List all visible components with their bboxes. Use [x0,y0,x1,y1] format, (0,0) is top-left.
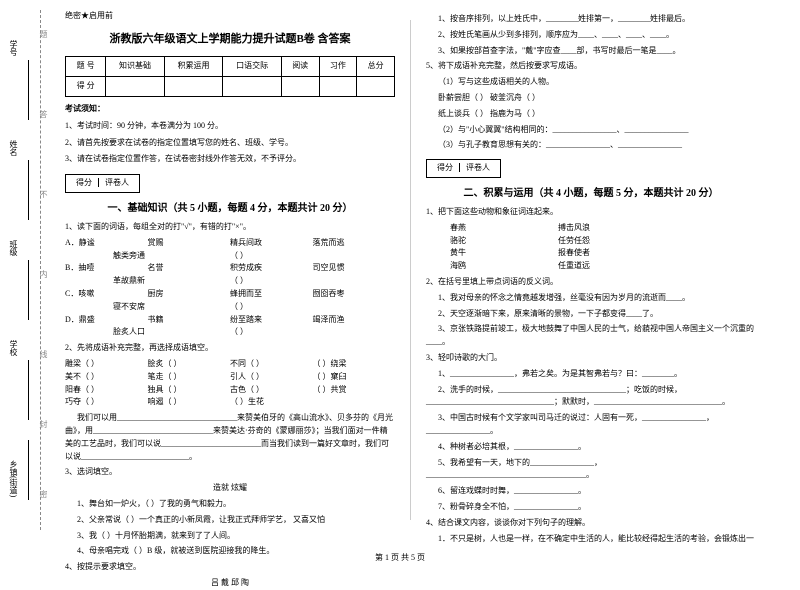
dash-label: 不 [38,190,49,198]
q22-stem: 2、在括号里填上带点词语的反义词。 [426,276,756,289]
dash-label: 线 [38,350,49,358]
q24-stem: 4、结合课文内容，谈谈你对下列句子的理解。 [426,517,756,530]
exam-title: 浙教版六年级语文上学期能力提升试题B卷 含答案 [65,31,395,49]
q3-stem: 3、选词填空。 [65,466,395,479]
secret-label: 绝密★启用前 [65,10,395,23]
margin-label: 学校 [8,340,19,356]
dash-label: 内 [38,270,49,278]
q23-stem: 3、轻叩诗歌的大门。 [426,352,756,365]
q1-stem: 1、读下面的词语，每组全对的打"√"，有错的打"×"。 [65,221,395,234]
q2-stem: 2、先将成语补充完整，再选择成语填空。 [65,342,395,355]
notice-item: 2、请首先按要求在试卷的指定位置填写您的姓名、班级、学号。 [65,137,395,150]
q4-stem: 4、按提示要求填空。 [65,561,395,574]
dash-label: 封 [38,420,49,428]
q2-para: 我们可以用______________________________来赞美伯牙… [65,412,395,463]
q5-stem: 5、将下成语补充完整，然后按要求写成语。 [426,60,756,73]
dash-label: 密 [38,490,49,498]
dash-label: 题 [38,30,49,38]
notice-title: 考试须知： [65,103,395,116]
score-box: 得分评卷人 [65,174,140,193]
score-table: 题 号 知识基础 积累运用 口语交际 阅读 习作 总分 得 分 [65,56,395,97]
margin-label: 学号 [8,40,19,56]
section2-title: 二、积累与运用（共 4 小题，每题 5 分，本题共计 20 分） [426,186,756,202]
dash-label: 答 [38,110,49,118]
notice-item: 1、考试时间：90 分钟，本卷满分为 100 分。 [65,120,395,133]
q21-stem: 1、把下面这些动物和象征词连起来。 [426,206,756,219]
section1-title: 一、基础知识（共 5 小题，每题 4 分，本题共计 20 分） [65,201,395,217]
margin-label: 乡镇(街道) [8,460,19,497]
margin-label: 姓名 [8,140,19,156]
margin-label: 班级 [8,240,19,256]
q4-names: 吕 戴 邱 陶 [65,577,395,590]
notice-item: 3、请在试卷指定位置作答，在试卷密封线外作答无效，不予评分。 [65,153,395,166]
q3-words: 造就 炫耀 [65,482,395,495]
score-box: 得分评卷人 [426,159,501,178]
page-footer: 第 1 页 共 5 页 [0,552,800,563]
q1-row: A．静谧赏赐精兵间政落荒而逃 [65,237,395,250]
